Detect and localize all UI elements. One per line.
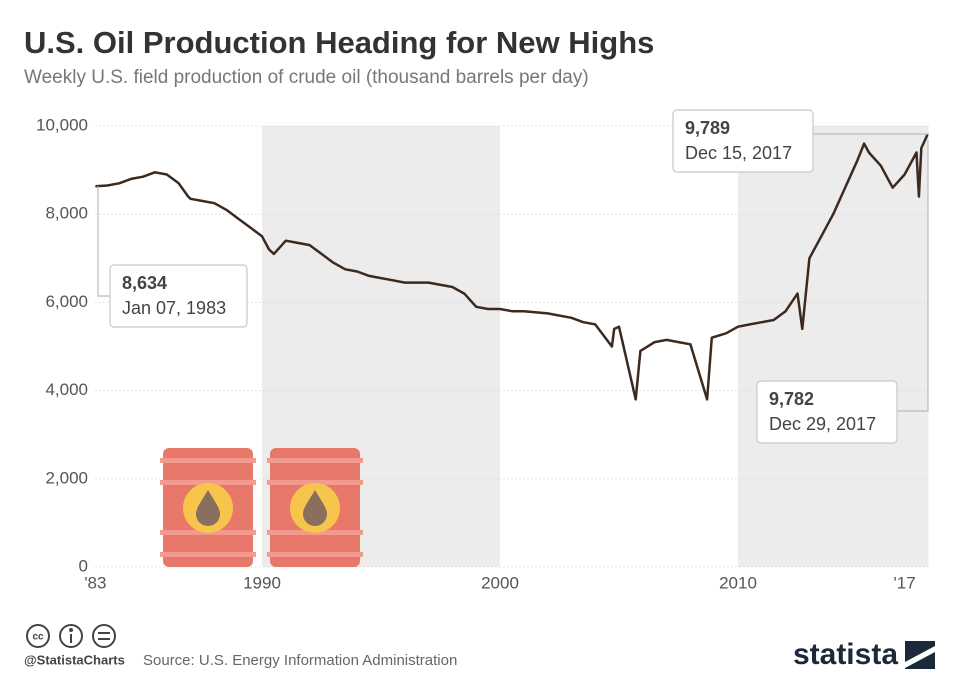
chart-subtitle: Weekly U.S. field production of crude oi… xyxy=(24,67,589,88)
callout-date: Jan 07, 1983 xyxy=(122,298,226,318)
band xyxy=(738,126,929,567)
shading xyxy=(262,126,929,567)
callout-value: 8,634 xyxy=(122,273,167,293)
x-tick-label: '83 xyxy=(84,573,106,592)
credit: @StatistaCharts xyxy=(24,652,125,667)
x-tick-label: 2010 xyxy=(719,573,757,592)
callout-date: Dec 29, 2017 xyxy=(769,414,876,434)
y-tick-label: 2,000 xyxy=(45,468,88,487)
annotations: 9,789 Dec 15, 2017 8,634 Jan 07, 1983 9,782 D… xyxy=(97,109,929,444)
callout-box xyxy=(672,109,814,173)
leader-line xyxy=(897,140,929,412)
y-tick-label: 0 xyxy=(79,556,88,575)
y-tick-label: 6,000 xyxy=(45,292,88,311)
brand: statista xyxy=(793,638,898,671)
callout-box xyxy=(109,264,248,328)
leader-line xyxy=(97,186,110,297)
x-tick-label: 2000 xyxy=(481,573,519,592)
y-tick-label: 8,000 xyxy=(45,204,88,223)
x-tick-label: '17 xyxy=(894,573,916,592)
callout-value: 9,782 xyxy=(769,389,814,409)
x-tick-label: 1990 xyxy=(243,573,281,592)
y-tick-label: 4,000 xyxy=(45,380,88,399)
license-icons: cc xyxy=(26,624,116,648)
grid: 0 2,000 4,000 6,000 8,000 10,000 '83 1990 2000 20… xyxy=(36,115,931,592)
callout-value: 9,789 xyxy=(685,118,730,138)
barrels xyxy=(160,448,363,567)
callout-date: Dec 15, 2017 xyxy=(685,143,792,163)
source: Source: U.S. Energy Information Administ… xyxy=(143,652,457,669)
svg-text:cc: cc xyxy=(32,632,44,643)
brand-logo xyxy=(905,641,935,669)
data-line xyxy=(95,134,929,401)
chart-title: U.S. Oil Production Heading for New High… xyxy=(24,25,654,60)
callout-box xyxy=(756,380,898,444)
y-tick-label: 10,000 xyxy=(36,115,88,134)
plot xyxy=(95,134,929,401)
